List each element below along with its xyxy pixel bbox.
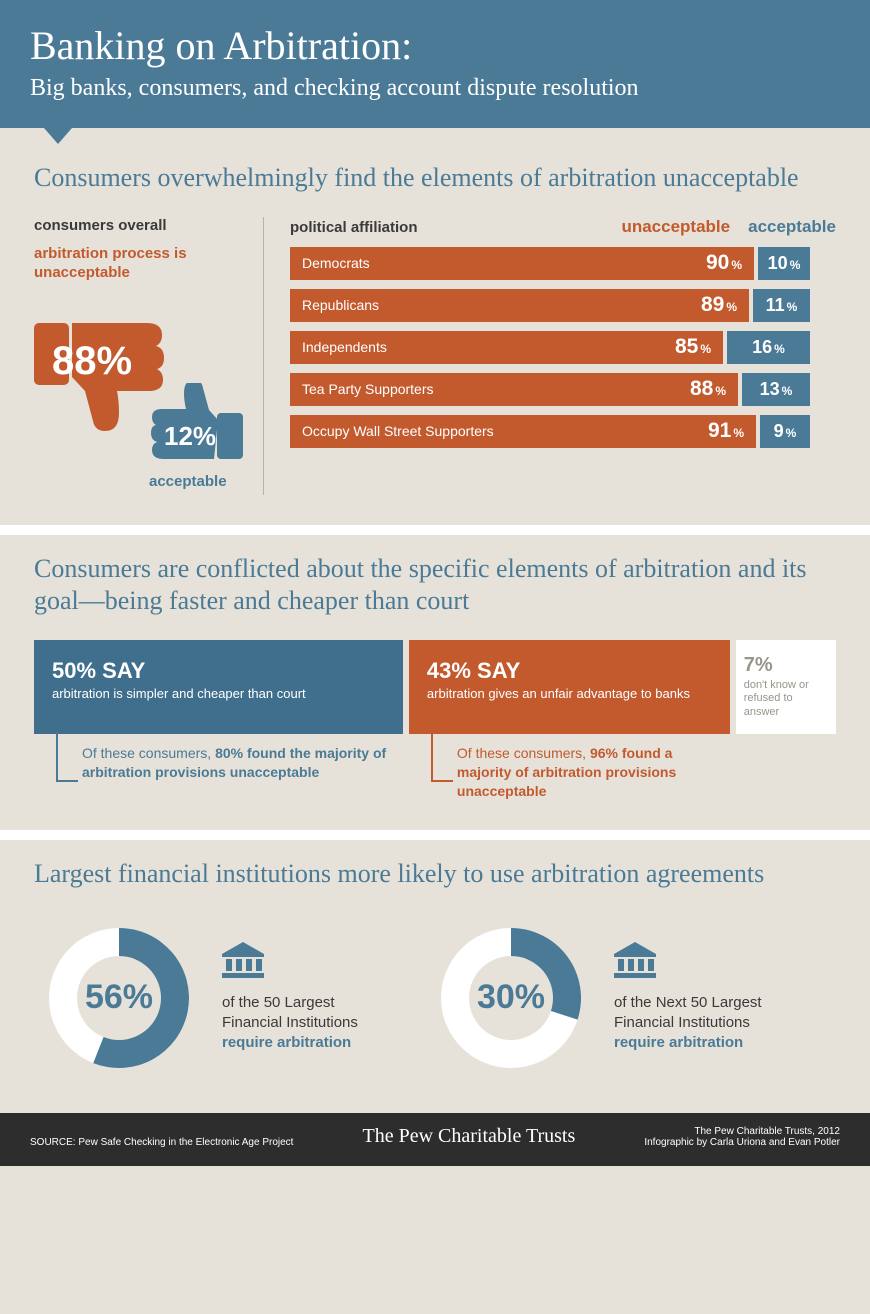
bank-icon (222, 942, 264, 978)
pa-bar-unacceptable: Tea Party Supporters88% (290, 373, 738, 406)
section-1-title: Consumers overwhelmingly find the elemen… (34, 162, 836, 195)
donut-caption: of the Next 50 Largest Financial Institu… (614, 942, 784, 1053)
block-unfair-text: arbitration gives an unfair advantage to… (427, 686, 712, 702)
legend-acceptable: acceptable (748, 217, 836, 237)
divider (0, 830, 870, 840)
footer: SOURCE: Pew Safe Checking in the Electro… (0, 1113, 870, 1166)
donut-chart: 56% (34, 913, 204, 1083)
unacceptable-header: arbitration process is unacceptable (34, 244, 245, 283)
pa-bar-row: Tea Party Supporters88%13% (290, 373, 836, 406)
consumers-overall-panel: consumers overall arbitration process is… (34, 217, 264, 495)
block-dontknow-text: don't know or refused to answer (744, 679, 828, 720)
callout-unfair: Of these consumers, 96% found a majority… (409, 734, 730, 801)
block-unfair-pct: 43% SAY (427, 658, 712, 684)
unacceptable-pct: 88% (52, 339, 132, 384)
pa-bar-acceptable: 13% (742, 373, 810, 406)
block-unfair: 43% SAY arbitration gives an unfair adva… (409, 640, 730, 734)
pa-bar-acceptable: 9% (760, 415, 810, 448)
pa-bar-acceptable: 11% (753, 289, 810, 322)
legend-unacceptable: unacceptable (621, 217, 730, 237)
pa-bar-acceptable: 10% (758, 247, 810, 280)
pa-bar-row: Democrats90%10% (290, 247, 836, 280)
block-simpler: 50% SAY arbitration is simpler and cheap… (34, 640, 403, 734)
section-2: Consumers are conflicted about the speci… (0, 535, 870, 831)
block-dontknow: 7% don't know or refused to answer (736, 640, 836, 734)
callout-simpler: Of these consumers, 80% found the majori… (34, 734, 403, 801)
pa-bar-row: Occupy Wall Street Supporters91%9% (290, 415, 836, 448)
pa-bar-unacceptable: Occupy Wall Street Supporters91% (290, 415, 756, 448)
pa-bar-acceptable: 16% (727, 331, 810, 364)
acceptable-pct: 12% (164, 421, 216, 452)
pa-bar-unacceptable: Democrats90% (290, 247, 754, 280)
section-2-title: Consumers are conflicted about the speci… (34, 553, 836, 618)
pa-bar-unacceptable: Republicans89% (290, 289, 749, 322)
header-pointer (44, 128, 72, 144)
donut-item: 30%of the Next 50 Largest Financial Inst… (426, 913, 784, 1083)
donut-caption: of the 50 Largest Financial Institutions… (222, 942, 392, 1053)
acceptable-header: acceptable (149, 473, 227, 490)
divider (0, 525, 870, 535)
footer-source: SOURCE: Pew Safe Checking in the Electro… (30, 1137, 293, 1148)
pa-bar-unacceptable: Independents85% (290, 331, 723, 364)
pa-bars: Democrats90%10% Republicans89%11% Independ… (290, 247, 836, 448)
block-simpler-pct: 50% SAY (52, 658, 385, 684)
political-affiliation-panel: political affiliation unacceptable accep… (264, 217, 836, 495)
block-simpler-text: arbitration is simpler and cheaper than … (52, 686, 385, 702)
donut-item: 56%of the 50 Largest Financial Instituti… (34, 913, 392, 1083)
block-dontknow-pct: 7% (744, 654, 828, 677)
footer-org: The Pew Charitable Trusts (293, 1125, 644, 1148)
header-subtitle: Big banks, consumers, and checking accou… (30, 75, 840, 102)
pa-bar-row: Republicans89%11% (290, 289, 836, 322)
pa-bar-row: Independents85%16% (290, 331, 836, 364)
section-3: Largest financial institutions more like… (0, 840, 870, 1113)
overall-label: consumers overall (34, 217, 245, 234)
header-title: Banking on Arbitration: (30, 22, 840, 69)
bank-icon (614, 942, 656, 978)
donut-chart: 30% (426, 913, 596, 1083)
donut-pct: 56% (34, 913, 204, 1083)
section-1: Consumers overwhelmingly find the elemen… (0, 144, 870, 525)
footer-credits: The Pew Charitable Trusts, 2012 Infograp… (644, 1126, 840, 1148)
donut-pct: 30% (426, 913, 596, 1083)
pa-label: political affiliation (290, 219, 621, 236)
section-3-title: Largest financial institutions more like… (34, 858, 836, 891)
header: Banking on Arbitration: Big banks, consu… (0, 0, 870, 128)
